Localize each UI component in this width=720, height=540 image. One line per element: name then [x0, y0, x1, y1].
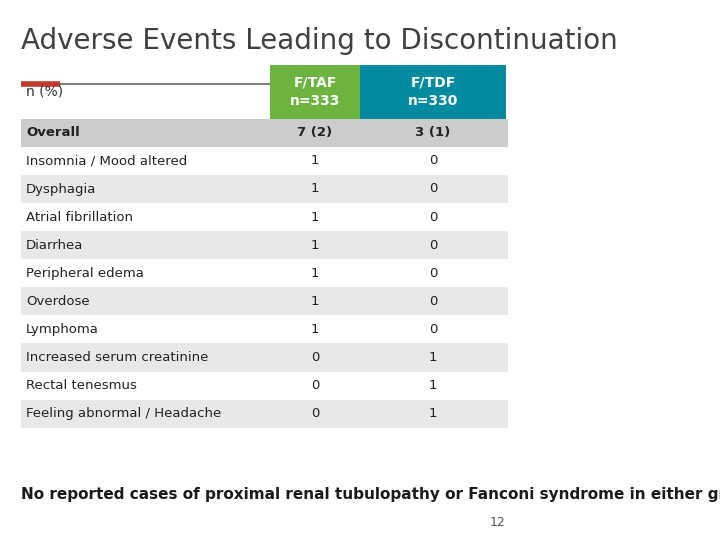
Text: 0: 0 — [429, 295, 437, 308]
Text: 1: 1 — [311, 211, 319, 224]
Text: No reported cases of proximal renal tubulopathy or Fanconi syndrome in either gr: No reported cases of proximal renal tubu… — [21, 487, 720, 502]
Bar — [270, 65, 361, 119]
Text: Lymphoma: Lymphoma — [26, 323, 99, 336]
Bar — [21, 400, 508, 428]
Text: 0: 0 — [311, 407, 319, 420]
Text: Overall: Overall — [26, 126, 80, 139]
Text: 12: 12 — [490, 516, 505, 529]
Text: 3 (1): 3 (1) — [415, 126, 451, 139]
Bar — [361, 65, 505, 119]
Text: Overdose: Overdose — [26, 295, 89, 308]
Text: 0: 0 — [429, 211, 437, 224]
Text: 1: 1 — [428, 379, 437, 392]
Text: 1: 1 — [311, 154, 319, 167]
Text: 0: 0 — [311, 379, 319, 392]
Bar — [21, 119, 508, 147]
Bar — [21, 203, 508, 231]
Bar — [21, 175, 508, 203]
Text: Feeling abnormal / Headache: Feeling abnormal / Headache — [26, 407, 221, 420]
Text: 0: 0 — [429, 239, 437, 252]
Text: 1: 1 — [428, 351, 437, 364]
Bar — [21, 147, 508, 175]
Bar — [21, 372, 508, 400]
Text: 7 (2): 7 (2) — [297, 126, 333, 139]
Text: 0: 0 — [429, 154, 437, 167]
Text: F/TAF
n=333: F/TAF n=333 — [290, 76, 341, 108]
Text: 0: 0 — [311, 351, 319, 364]
Text: Increased serum creatinine: Increased serum creatinine — [26, 351, 208, 364]
Bar — [21, 343, 508, 372]
Text: Insomnia / Mood altered: Insomnia / Mood altered — [26, 154, 187, 167]
Text: 1: 1 — [428, 407, 437, 420]
Text: F/TDF
n=330: F/TDF n=330 — [408, 76, 458, 108]
Text: 1: 1 — [311, 295, 319, 308]
Text: 0: 0 — [429, 183, 437, 195]
Text: Dysphagia: Dysphagia — [26, 183, 96, 195]
Text: Peripheral edema: Peripheral edema — [26, 267, 144, 280]
Text: Rectal tenesmus: Rectal tenesmus — [26, 379, 137, 392]
Text: 0: 0 — [429, 267, 437, 280]
Text: 1: 1 — [311, 183, 319, 195]
Text: Adverse Events Leading to Discontinuation: Adverse Events Leading to Discontinuatio… — [21, 27, 618, 55]
Text: 1: 1 — [311, 239, 319, 252]
Text: n (%): n (%) — [26, 85, 63, 99]
Bar — [21, 259, 508, 287]
Text: Atrial fibrillation: Atrial fibrillation — [26, 211, 133, 224]
Text: 0: 0 — [429, 323, 437, 336]
Text: Diarrhea: Diarrhea — [26, 239, 84, 252]
Bar — [21, 231, 508, 259]
Bar — [21, 287, 508, 315]
Bar — [21, 315, 508, 343]
Text: 1: 1 — [311, 323, 319, 336]
Text: 1: 1 — [311, 267, 319, 280]
